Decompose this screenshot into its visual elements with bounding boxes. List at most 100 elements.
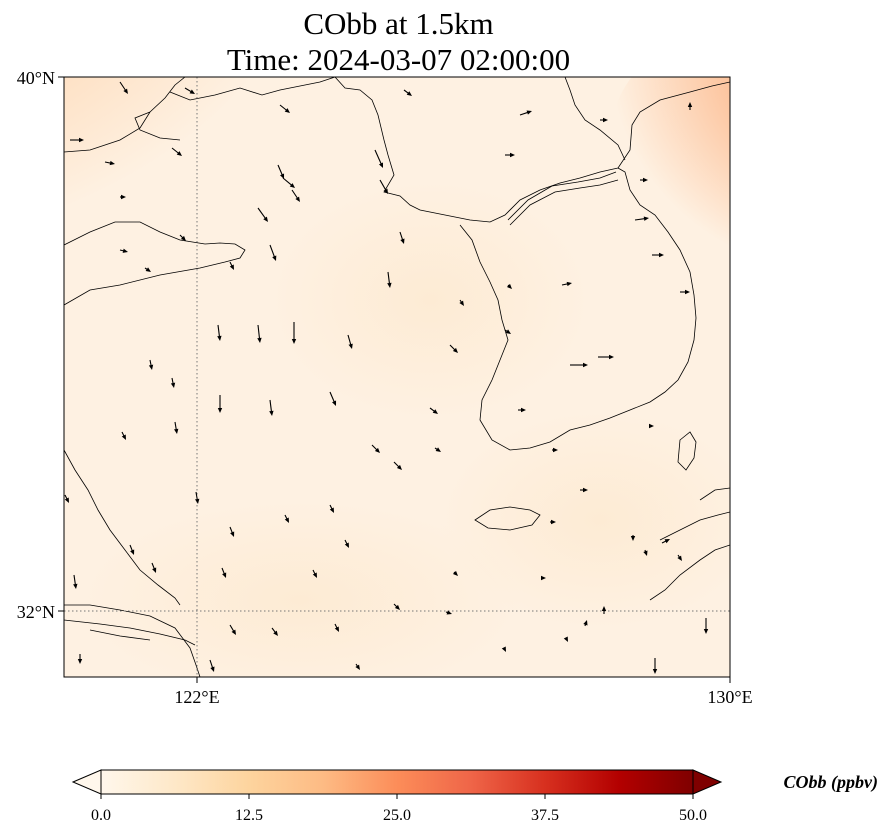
- wind-arrow-head: [329, 507, 334, 513]
- wind-arrow-head: [269, 410, 274, 416]
- wind-arrow-head: [217, 335, 222, 341]
- wind-arrow-head: [446, 610, 452, 615]
- wind-arrow-head: [273, 630, 278, 636]
- wind-arrow-head: [553, 447, 558, 453]
- wind-arrow-head: [121, 434, 126, 440]
- coastline-jeju: [474, 506, 541, 531]
- wind-arrow-head: [387, 282, 392, 288]
- wind-arrow-head: [374, 447, 380, 453]
- wind-arrow-head: [432, 409, 438, 414]
- colorbar-tick-0: 0.0: [91, 807, 111, 824]
- wind-arrow-head: [217, 408, 223, 413]
- coastline-shandong-north: [64, 221, 206, 246]
- wind-arrow-head: [152, 567, 157, 573]
- wind-arrow-head: [231, 629, 236, 635]
- lat-tick-40n: 40°N: [17, 68, 55, 88]
- lon-tick-130e: 130°E: [707, 687, 752, 707]
- wind-arrow: [282, 177, 294, 187]
- axis-ticks: [58, 76, 731, 683]
- wind-arrow-head: [229, 264, 234, 270]
- wind-arrow-head: [189, 89, 195, 94]
- wind-arrow: [269, 244, 276, 259]
- wind-arrow-head: [510, 152, 515, 158]
- wind-arrow-head: [566, 281, 572, 287]
- map-title-line-2: Time: 2024-03-07 02:00:00: [226, 42, 571, 77]
- coastline-shandong-peninsula: [64, 242, 246, 306]
- wind-arrow: [379, 179, 387, 192]
- wind-arrow-head: [79, 137, 84, 143]
- wind-arrow-head: [284, 108, 290, 113]
- wind-arrow-head: [601, 606, 607, 611]
- wind-arrow-head: [312, 572, 317, 578]
- coastline-korea-north: [564, 77, 730, 169]
- wind-arrow-head: [355, 664, 360, 670]
- wind-arrow-head: [121, 194, 126, 200]
- wind-arrow-head: [521, 407, 526, 413]
- colorbar-gradient: [100, 769, 694, 795]
- colorbar-tick-1: 12.5: [235, 807, 263, 824]
- coastlines: [64, 77, 730, 677]
- wind-arrow-head: [272, 255, 277, 261]
- wind-arrow-head: [291, 339, 297, 344]
- colorbar-label: CObb (ppbv): [784, 772, 878, 793]
- colorbar: 0.0 12.5 25.0 37.5 50.0 CObb (ppbv): [71, 769, 878, 824]
- wind-arrow-head: [643, 216, 649, 221]
- wind-arrow-head: [603, 117, 608, 123]
- wind-arrow-head: [643, 177, 648, 183]
- border-river: [507, 171, 619, 226]
- wind-arrow: [269, 399, 273, 414]
- wind-arrow-head: [501, 646, 506, 652]
- wind-arrow-head: [659, 252, 664, 258]
- wind-arrow-head: [180, 235, 186, 241]
- wind-arrow-head: [583, 362, 588, 368]
- colorbar-tick-3: 37.5: [531, 807, 559, 824]
- wind-arrow: [217, 324, 221, 339]
- colorbar-tick-4: 50.0: [679, 807, 707, 824]
- wind-arrow-head: [396, 464, 402, 470]
- wind-arrow-head: [435, 447, 441, 452]
- wind-arrow-head: [64, 497, 69, 503]
- colorbar-tick-2: 25.0: [383, 807, 411, 824]
- wind-arrow-head: [145, 267, 151, 272]
- wind-arrow-head: [348, 343, 353, 349]
- wind-arrow-head: [344, 542, 349, 548]
- wind-arrow-head: [257, 337, 262, 343]
- wind-arrow-head: [452, 570, 458, 576]
- coastline-yangtze-estuary: [64, 619, 196, 646]
- wind-arrow-head: [505, 329, 511, 334]
- wind-arrow-head: [123, 88, 128, 94]
- wind-arrow-head: [630, 536, 636, 541]
- wind-arrow-head: [332, 400, 337, 406]
- wind-arrow-head: [394, 604, 400, 610]
- wind-arrow-head: [583, 620, 588, 626]
- wind-arrow-head: [687, 102, 693, 107]
- lat-tick-32n: 32°N: [17, 602, 55, 622]
- wind-arrow-head: [77, 659, 83, 664]
- wind-arrow: [277, 164, 284, 177]
- wind-arrow-head: [222, 572, 227, 578]
- coastline-bohai-liaodong: [64, 77, 336, 153]
- colorbar-extend-low: [71, 769, 102, 795]
- wind-vectors: [64, 81, 709, 674]
- wind-arrow-head: [122, 248, 128, 253]
- wind-arrow-head: [643, 550, 648, 556]
- map-frame: [63, 76, 731, 678]
- wind-arrow: [257, 324, 261, 341]
- wind-arrow-head: [378, 162, 383, 168]
- wind-arrow: [257, 207, 267, 220]
- wind-arrow-head: [383, 188, 388, 194]
- wind-arrow-head: [295, 196, 300, 202]
- wind-arrow: [329, 391, 336, 404]
- wind-arrow-head: [148, 364, 154, 370]
- wind-arrow-head: [130, 549, 135, 555]
- gridlines: [64, 77, 730, 677]
- lon-tick-122e: 122°E: [174, 687, 219, 707]
- wind-arrow-head: [551, 519, 556, 525]
- wind-arrow-head: [703, 629, 709, 634]
- colorbar-extend-high: [692, 769, 723, 795]
- wind-arrow-head: [400, 238, 405, 244]
- wind-arrow-head: [109, 160, 115, 166]
- wind-arrow-head: [541, 575, 546, 581]
- coastline-china-east: [64, 449, 201, 677]
